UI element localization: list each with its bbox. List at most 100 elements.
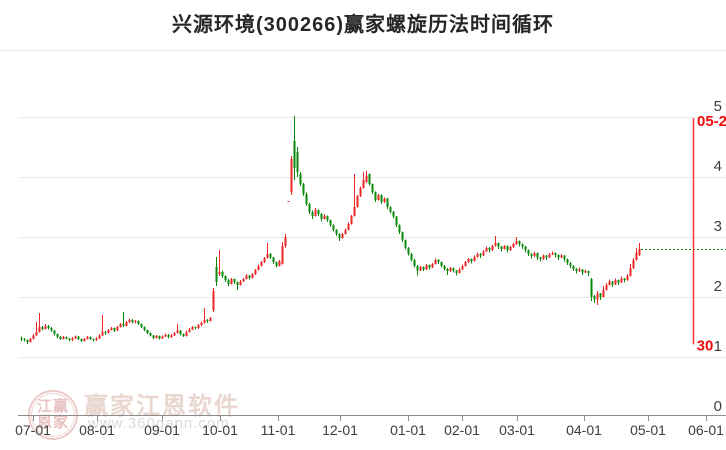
candle-body — [563, 255, 566, 260]
candle-body — [326, 216, 329, 221]
candle-body — [101, 331, 104, 336]
candle-body — [503, 246, 506, 249]
candle-body — [608, 281, 611, 285]
candle-body — [209, 318, 212, 321]
candle-body — [350, 216, 353, 224]
candle-body — [470, 259, 473, 261]
candle-body — [611, 281, 614, 285]
candle-body — [317, 210, 320, 215]
candle-body — [65, 337, 68, 339]
candle-body — [41, 327, 44, 329]
candle-body — [488, 247, 491, 251]
candle-body — [188, 329, 191, 332]
candle-body — [569, 262, 572, 266]
candle-body — [449, 268, 452, 272]
candle-body — [575, 268, 578, 272]
watermark-seal-text-top: 江赢 — [36, 398, 69, 415]
candle-body — [398, 225, 401, 233]
candle-body — [512, 244, 515, 248]
candle-body — [242, 279, 245, 282]
candle-body — [251, 274, 254, 278]
x-axis-label: 02-01 — [444, 422, 480, 438]
candle-body — [506, 246, 509, 251]
candle-body — [566, 259, 569, 263]
candle-body — [47, 325, 50, 329]
x-axis-label: 08-01 — [79, 422, 115, 438]
candle-body — [248, 275, 251, 278]
candle-body — [548, 254, 551, 258]
candle-body — [476, 253, 479, 257]
candle-body — [491, 246, 494, 251]
candle-body — [485, 247, 488, 252]
watermark-url: www.360gann.com — [88, 415, 230, 432]
candle-body — [530, 253, 533, 257]
candle-body — [167, 334, 170, 338]
candle-body — [341, 234, 344, 239]
candle-body — [239, 281, 242, 285]
candle-body — [542, 255, 545, 260]
candle-body — [629, 268, 632, 276]
candle-body — [197, 325, 200, 329]
y-axis-label: 1 — [714, 338, 722, 355]
candle-body — [614, 280, 617, 285]
candle-body — [320, 214, 323, 219]
candle-body — [353, 207, 356, 216]
candle-body — [284, 237, 287, 246]
candle-body — [137, 321, 140, 324]
candle-body — [77, 336, 80, 339]
candle-body — [302, 184, 305, 194]
candle-body — [278, 261, 281, 266]
candle-body — [599, 293, 602, 297]
candle-body — [359, 187, 362, 197]
candle-body — [584, 271, 587, 273]
candle-body — [305, 193, 308, 204]
candle-body — [590, 279, 593, 297]
candle-body — [356, 196, 359, 207]
candle-body — [323, 216, 326, 219]
candle-body — [344, 229, 347, 234]
candle-body — [443, 265, 446, 269]
candle-body — [299, 174, 302, 185]
candle-body — [281, 246, 284, 264]
candle-body — [533, 253, 536, 257]
candle-body — [26, 340, 29, 342]
candle-body — [581, 269, 584, 273]
candle-body — [35, 331, 38, 336]
candle-body — [422, 267, 425, 270]
candle-body — [479, 253, 482, 256]
candle-body — [185, 331, 188, 336]
candle-body — [266, 253, 269, 258]
candle-body — [233, 279, 236, 282]
candle-body — [440, 262, 443, 266]
candle-body — [434, 259, 437, 264]
candle-body — [428, 265, 431, 268]
candle-body — [446, 268, 449, 272]
candle-body — [158, 336, 161, 339]
x-axis-label: 11-01 — [261, 422, 296, 438]
candle-body — [122, 324, 125, 326]
candle-body — [116, 327, 119, 331]
candle-body — [206, 319, 209, 321]
candle-body — [371, 184, 374, 192]
candle-body — [20, 337, 23, 339]
candle-body — [638, 249, 641, 255]
candle-body — [215, 267, 218, 282]
y-axis-label: 5 — [714, 98, 722, 115]
candle-body — [461, 265, 464, 270]
candle-body — [89, 337, 92, 339]
candle-body — [146, 330, 149, 333]
candle-body — [482, 251, 485, 256]
x-axis-label: 01-01 — [390, 422, 426, 438]
y-axis-label: 2 — [714, 278, 722, 295]
candle-body — [224, 276, 227, 281]
candle-body — [467, 259, 470, 263]
candle-body — [56, 334, 59, 338]
candle-body — [245, 275, 248, 279]
candle-body — [587, 271, 590, 273]
candle-body — [410, 253, 413, 260]
candle-body — [527, 250, 530, 254]
candle-body — [392, 211, 395, 217]
candle-body — [521, 244, 524, 247]
candle-body — [578, 269, 581, 272]
candle-body — [497, 243, 500, 247]
